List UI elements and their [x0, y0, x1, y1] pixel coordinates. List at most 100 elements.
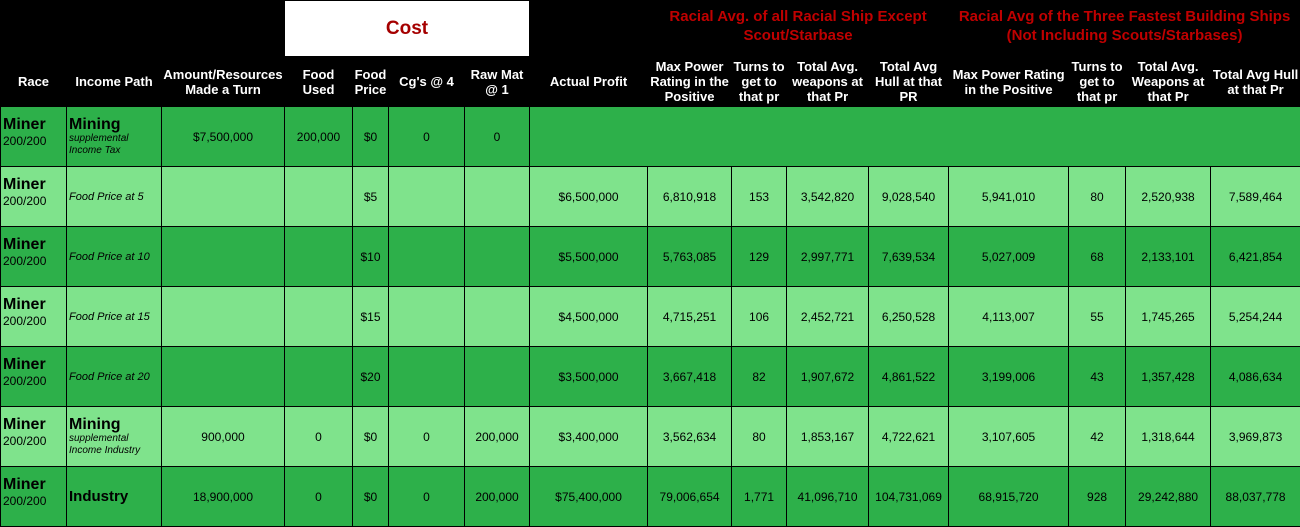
max-power-header-a: Max Power Rating in the Positive	[648, 57, 732, 107]
path-sub: supplemental Income Tax	[69, 133, 161, 157]
food-price-cell: $10	[353, 227, 389, 287]
amount-cell: 900,000	[162, 407, 285, 467]
weapons-header-b: Total Avg. Weapons at that Pr	[1126, 57, 1211, 107]
food-used-header: Food Used	[285, 57, 353, 107]
hull-header-a: Total Avg Hull at that PR	[869, 57, 949, 107]
max-power-cell-a: 3,667,418	[648, 347, 732, 407]
path-main: Mining	[69, 416, 161, 433]
raw-mat-cell	[465, 347, 530, 407]
raw-mat-header: Raw Mat @ 1	[465, 57, 530, 107]
cgs-header: Cg's @ 4	[389, 57, 465, 107]
race-count: 200/200	[3, 313, 66, 329]
cgs-cell	[389, 287, 465, 347]
turns-cell-b: 80	[1069, 167, 1126, 227]
turns-cell-a: 106	[732, 287, 787, 347]
profit-cell: $75,400,000	[530, 467, 648, 527]
max-power-cell-b: 3,199,006	[949, 347, 1069, 407]
max-power-cell-b: 5,941,010	[949, 167, 1069, 227]
path-main: Mining	[69, 116, 161, 133]
path-sub: Food Price at 20	[69, 371, 150, 383]
income-path-cell: Industry	[67, 467, 162, 527]
hull-cell-a: 104,731,069	[869, 467, 949, 527]
path-sub: supplemental Income Industry	[69, 433, 161, 457]
path-sub: Food Price at 10	[69, 251, 150, 263]
food-used-cell	[285, 227, 353, 287]
turns-cell-a: 82	[732, 347, 787, 407]
amount-cell	[162, 347, 285, 407]
race-name: Miner	[3, 177, 66, 193]
weapons-cell-b: 1,357,428	[1126, 347, 1211, 407]
max-power-cell-a: 79,006,654	[648, 467, 732, 527]
food-price-cell: $0	[353, 467, 389, 527]
turns-cell-b: 43	[1069, 347, 1126, 407]
race-count: 200/200	[3, 493, 66, 509]
max-power-cell-a: 3,562,634	[648, 407, 732, 467]
three-fastest-header: Racial Avg of the Three Fastest Building…	[949, 1, 1300, 57]
turns-cell-a: 129	[732, 227, 787, 287]
turns-cell-a: 153	[732, 167, 787, 227]
hull-cell-b: 6,421,854	[1211, 227, 1300, 287]
turns-cell-b: 42	[1069, 407, 1126, 467]
income-path-header: Income Path	[67, 57, 162, 107]
header-blank	[67, 1, 162, 57]
weapons-cell-a: 41,096,710	[787, 467, 869, 527]
amount-cell: $7,500,000	[162, 107, 285, 167]
cgs-cell	[389, 167, 465, 227]
path-sub: Food Price at 15	[69, 311, 150, 323]
max-power-cell-a: 5,763,085	[648, 227, 732, 287]
raw-mat-cell: 200,000	[465, 467, 530, 527]
income-path-cell: Food Price at 5	[67, 167, 162, 227]
food-used-cell	[285, 347, 353, 407]
raw-mat-cell	[465, 287, 530, 347]
food-used-cell: 0	[285, 407, 353, 467]
hull-cell-a: 4,722,621	[869, 407, 949, 467]
raw-mat-cell	[465, 167, 530, 227]
weapons-cell-a: 1,853,167	[787, 407, 869, 467]
race-count: 200/200	[3, 133, 66, 149]
turns-cell-a: 1,771	[732, 467, 787, 527]
food-price-cell: $0	[353, 107, 389, 167]
hull-cell-a: 4,861,522	[869, 347, 949, 407]
turns-cell-b: 928	[1069, 467, 1126, 527]
max-power-header-b: Max Power Rating in the Positive	[949, 57, 1069, 107]
food-price-cell: $20	[353, 347, 389, 407]
actual-profit-header: Actual Profit	[530, 57, 648, 107]
food-used-cell	[285, 167, 353, 227]
weapons-cell-a: 2,997,771	[787, 227, 869, 287]
turns-header-a: Turns to get to that pr	[732, 57, 787, 107]
path-sub: Food Price at 5	[69, 191, 144, 203]
cgs-cell: 0	[389, 107, 465, 167]
raw-mat-cell: 0	[465, 107, 530, 167]
hull-header-b: Total Avg Hull at that Pr	[1211, 57, 1300, 107]
food-used-cell	[285, 287, 353, 347]
hull-cell-b: 88,037,778	[1211, 467, 1300, 527]
race-count: 200/200	[3, 193, 66, 209]
hull-cell-a: 6,250,528	[869, 287, 949, 347]
turns-header-b: Turns to get to that pr	[1069, 57, 1126, 107]
cgs-cell: 0	[389, 407, 465, 467]
max-power-cell-b: 68,915,720	[949, 467, 1069, 527]
header-blank	[1, 1, 67, 57]
max-power-cell-b: 3,107,605	[949, 407, 1069, 467]
racial-avg-header: Racial Avg. of all Racial Ship Except Sc…	[648, 1, 949, 57]
race-name: Miner	[3, 297, 66, 313]
max-power-cell-b: 5,027,009	[949, 227, 1069, 287]
header-blank	[162, 1, 285, 57]
income-path-cell: Food Price at 15	[67, 287, 162, 347]
race-name: Miner	[3, 417, 66, 433]
max-power-cell-b: 4,113,007	[949, 287, 1069, 347]
weapons-cell-a: 3,542,820	[787, 167, 869, 227]
hull-cell-b: 5,254,244	[1211, 287, 1300, 347]
turns-cell-a: 80	[732, 407, 787, 467]
